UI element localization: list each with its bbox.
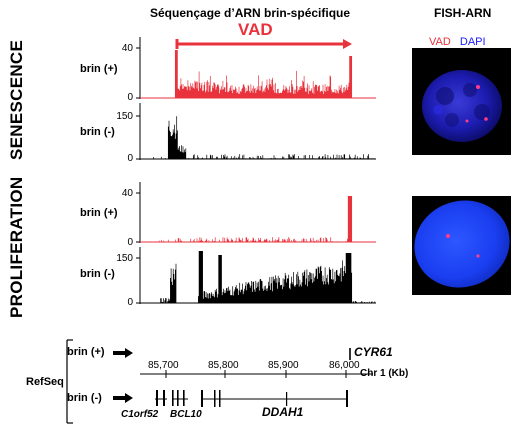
gene-bcl10: BCL10: [170, 409, 202, 420]
axis-unit: Chr 1 (Kb): [360, 368, 409, 379]
gene-cyr61: CYR61: [354, 345, 393, 359]
minus-strand-genes: [155, 390, 348, 407]
pro-plus-ymin: 0: [127, 237, 133, 248]
vad-label: VAD: [238, 20, 273, 39]
axis-tick-85900: 85,900: [268, 360, 299, 371]
axis-tick-85800: 85,800: [208, 360, 239, 371]
sen-minus-strand-label: brin (-): [80, 126, 115, 138]
axis-tick-86000: 86,000: [329, 360, 360, 371]
sequencing-title: Séquençage d’ARN brin-spécifique: [150, 6, 351, 20]
refseq-label: RefSeq: [26, 376, 64, 388]
refseq-bracket: [66, 339, 73, 424]
fish-image-proliferation: [412, 196, 511, 295]
sen-minus-ymin: 0: [127, 153, 133, 164]
axis-tick-85700: 85,700: [148, 360, 179, 371]
pro-minus-ymax: 150: [116, 253, 133, 264]
sen-minus-ymax: 150: [116, 111, 133, 122]
fish-legend: VAD DAPI: [429, 36, 486, 48]
pro-minus-track: [136, 247, 376, 304]
pro-minus-strand-label: brin (-): [80, 268, 115, 280]
vad-arrow: [175, 39, 352, 49]
pro-minus-ymin: 0: [127, 297, 133, 308]
pro-plus-ymax: 40: [121, 188, 133, 199]
refseq-plus-strand: brin (+): [67, 346, 105, 358]
fish-legend-dapi: DAPI: [459, 36, 486, 48]
sen-minus-track: [136, 103, 376, 160]
fish-legend-vad: VAD: [429, 36, 451, 48]
gene-c1orf52: C1orf52: [121, 409, 159, 420]
fish-title: FISH-ARN: [434, 6, 492, 20]
refseq-minus-strand: brin (-): [67, 392, 102, 404]
chr-axis: [140, 370, 373, 378]
sen-plus-ymax: 40: [121, 43, 133, 54]
minus-strand-arrow-icon: [113, 393, 133, 403]
plus-strand-arrow-icon: [113, 348, 133, 358]
pro-plus-track: [136, 182, 376, 243]
gene-ddah1: DDAH1: [262, 405, 304, 419]
pro-plus-strand-label: brin (+): [80, 207, 118, 219]
fish-image-senescence: [412, 48, 511, 155]
sen-plus-track: [136, 37, 376, 99]
sen-plus-strand-label: brin (+): [80, 63, 118, 75]
sen-plus-ymin: 0: [127, 92, 133, 103]
